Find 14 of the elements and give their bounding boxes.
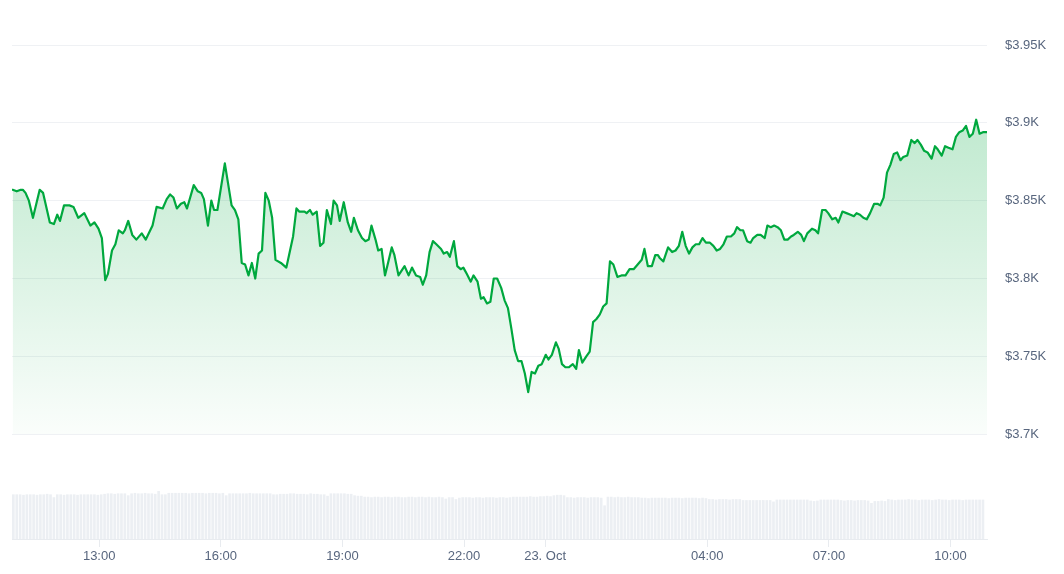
x-tick-label: 23. Oct <box>524 548 567 564</box>
y-tick-label: $3.95K <box>1005 36 1047 52</box>
x-tick-label: 16:00 <box>204 548 238 564</box>
x-tick-label: 10:00 <box>934 548 967 564</box>
x-tick-label: 07:00 <box>812 548 846 564</box>
x-tick-label: 19:00 <box>326 548 359 564</box>
y-tick-label: $3.7K <box>1005 425 1040 441</box>
x-tick-label: 13:00 <box>82 548 116 564</box>
y-tick-label: $3.75K <box>1005 347 1047 363</box>
y-tick-label: $3.8K <box>1005 270 1040 286</box>
x-tick-label: 22:00 <box>447 548 481 564</box>
y-tick-label: $3.9K <box>1005 114 1040 130</box>
y-tick-label: $3.85K <box>1005 192 1047 208</box>
x-tick-label: 04:00 <box>691 548 724 564</box>
